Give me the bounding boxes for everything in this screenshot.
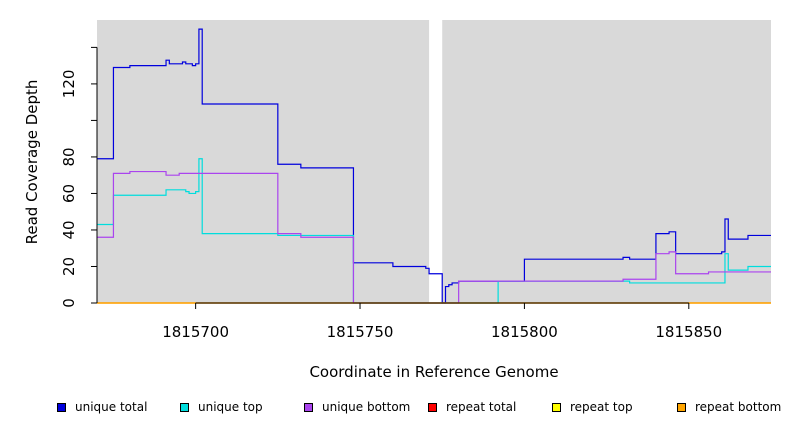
legend-label: unique top bbox=[198, 400, 263, 414]
x-axis: 1815700 1815750 1815800 1815850 bbox=[162, 302, 722, 341]
legend-swatch bbox=[180, 402, 189, 412]
legend-label: unique bottom bbox=[322, 400, 411, 414]
legend-item-repeat-total: repeat total bbox=[428, 400, 516, 414]
y-axis-title: Read Coverage Depth bbox=[23, 80, 41, 245]
y-tick-label: 20 bbox=[60, 257, 78, 276]
series-line-unique-top bbox=[97, 158, 771, 304]
legend-label: repeat top bbox=[570, 400, 633, 414]
plot-background bbox=[97, 20, 771, 303]
x-tick-label: 1815750 bbox=[327, 323, 394, 341]
y-tick-label: 60 bbox=[60, 184, 78, 203]
y-tick-label: 80 bbox=[60, 147, 78, 166]
legend-swatch bbox=[552, 402, 561, 412]
legend-swatch bbox=[428, 402, 437, 412]
plot-panel-right bbox=[442, 20, 771, 303]
plot-panel-left bbox=[97, 20, 430, 303]
y-tick-label: 120 bbox=[60, 70, 78, 99]
series-line-unique-bottom bbox=[97, 170, 771, 304]
series-line-unique-total bbox=[97, 28, 771, 304]
x-axis-title: Coordinate in Reference Genome bbox=[309, 363, 558, 381]
legend-label: repeat total bbox=[446, 400, 517, 414]
x-tick-label: 1815700 bbox=[162, 323, 229, 341]
legend-item-repeat-top: repeat top bbox=[552, 400, 633, 414]
legend-item-repeat-bottom: repeat bottom bbox=[677, 400, 781, 414]
y-tick-label: 0 bbox=[60, 298, 78, 308]
legend-swatch bbox=[677, 402, 686, 412]
y-tick-label: 40 bbox=[60, 220, 78, 239]
legend-swatch bbox=[304, 402, 313, 412]
x-tick-label: 1815800 bbox=[491, 323, 558, 341]
x-tick-label: 1815850 bbox=[655, 323, 722, 341]
legend-swatch bbox=[57, 402, 66, 412]
legend-item-unique-bottom: unique bottom bbox=[304, 400, 410, 414]
legend-item-unique-top: unique top bbox=[180, 400, 263, 414]
legend-item-unique-total: unique total bbox=[57, 400, 147, 414]
legend-label: unique total bbox=[75, 400, 148, 414]
legend: unique total unique top unique bottom repea… bbox=[0, 400, 792, 418]
y-axis: 0 20 40 60 80 120 bbox=[60, 46, 98, 308]
legend-label: repeat bottom bbox=[695, 400, 782, 414]
